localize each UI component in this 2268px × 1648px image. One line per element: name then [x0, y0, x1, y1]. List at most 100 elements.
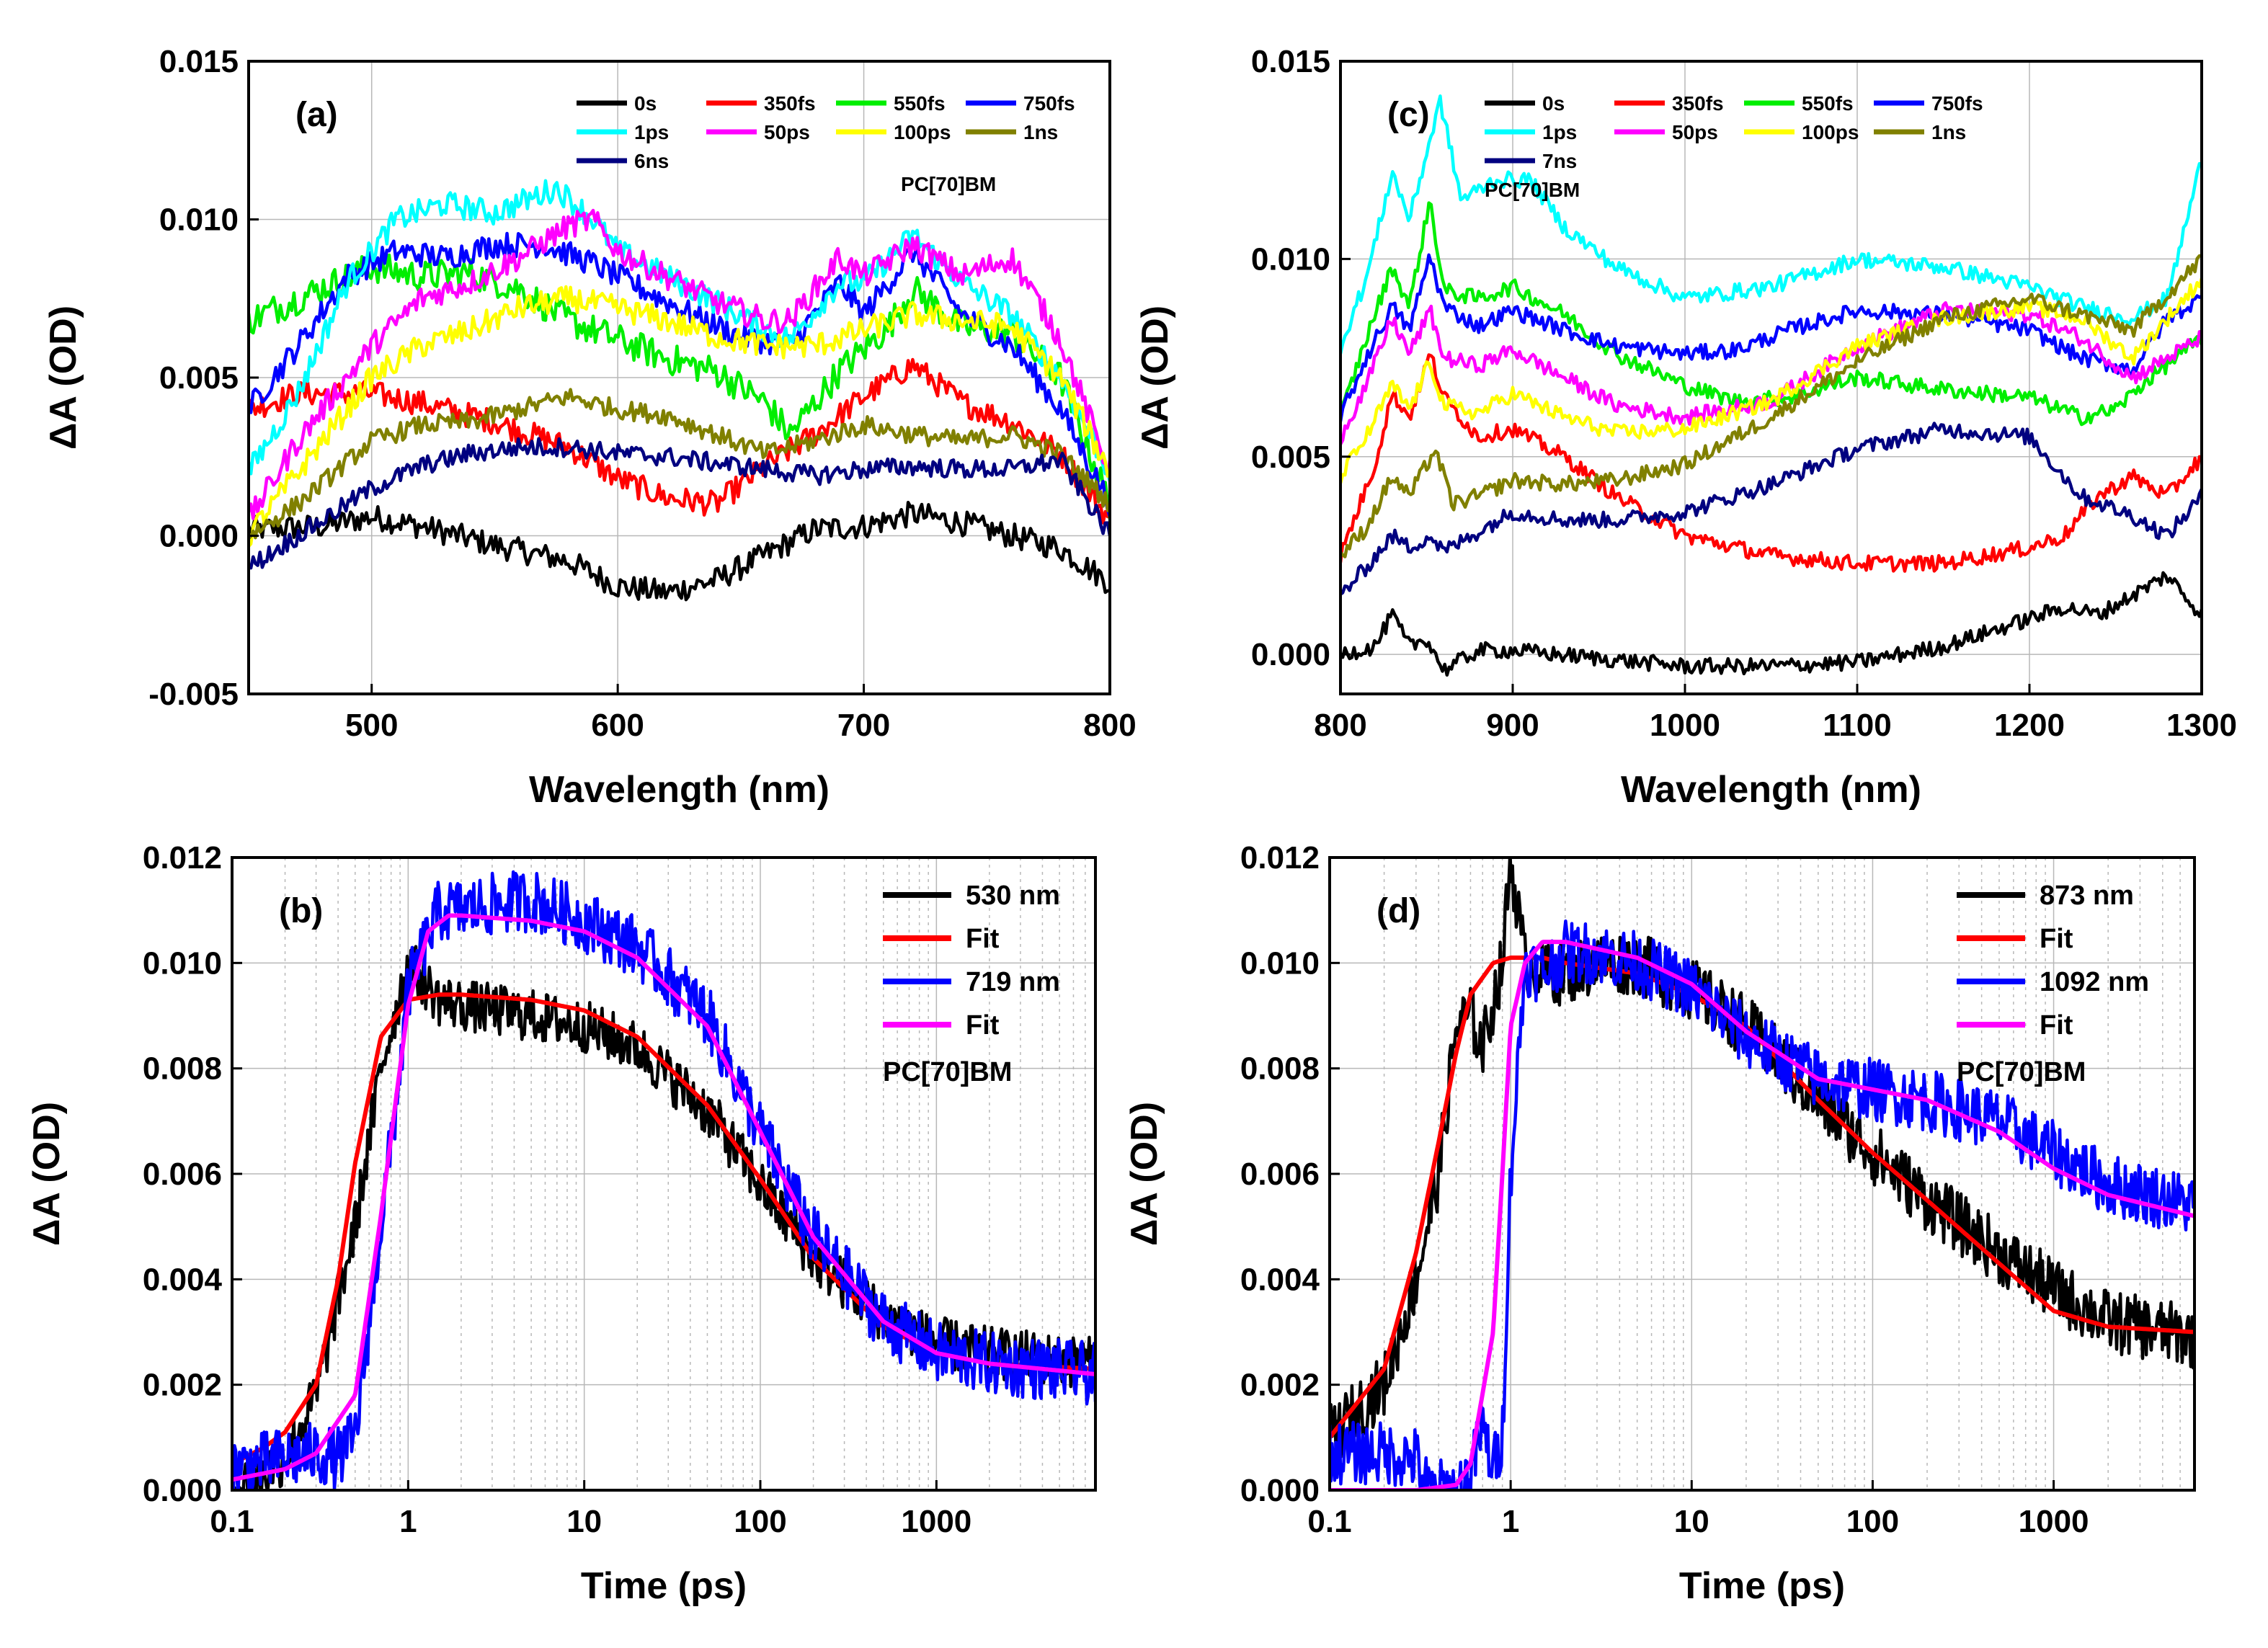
y-tick-label: 0.012 — [1240, 840, 1320, 876]
panel-label: (a) — [295, 96, 338, 134]
x-tick-label: 10 — [1674, 1504, 1709, 1539]
legend-label: 530 nm — [966, 881, 1060, 911]
legend-label: 6ns — [634, 150, 669, 172]
y-tick-label: 0.000 — [1240, 1473, 1320, 1508]
y-tick-label: 0.005 — [1251, 440, 1330, 475]
y-tick-label: 0.010 — [1251, 241, 1330, 277]
y-tick-label: 0.005 — [159, 360, 239, 396]
x-tick-label: 1 — [1502, 1504, 1519, 1539]
series-line-a-5 — [249, 208, 1110, 520]
x-axis-title: Time (ps) — [581, 1565, 747, 1607]
x-tick-label: 1300 — [2166, 708, 2237, 743]
panel-label: (b) — [279, 892, 323, 930]
legend-label: 100ps — [894, 121, 951, 143]
legend-label: 750fs — [1023, 92, 1075, 115]
x-tick-label: 1 — [399, 1504, 417, 1539]
x-tick-label: 1200 — [1994, 708, 2065, 743]
series-group — [1340, 94, 2202, 677]
legend-label: 550fs — [894, 92, 946, 115]
legend-label: 350fs — [764, 92, 816, 115]
x-tick-label: 1100 — [1823, 708, 1891, 743]
y-tick-label: 0.012 — [143, 840, 222, 876]
series-line-c-6 — [1340, 277, 2202, 484]
legend-label: Fit — [2040, 1010, 2073, 1041]
legend: 0s 350fs 550fs 750fs 1ps 50ps 100ps 1ns 7ns — [1485, 92, 1983, 172]
series-line-b-3 — [232, 913, 1095, 1482]
x-tick-label: 500 — [345, 708, 398, 743]
x-tick-label: 600 — [591, 708, 644, 743]
series-line-a-2 — [249, 253, 1110, 520]
panel-d-kinetics: 0.000 0.002 0.004 0.006 0.008 0.010 0.012 0.1 1 1… — [1124, 840, 2196, 1607]
series-line-a-8 — [249, 437, 1110, 570]
legend-label: 1ns — [1931, 121, 1966, 143]
series-line-c-0 — [1340, 571, 2202, 677]
y-tick-label: 0.000 — [143, 1473, 222, 1508]
legend: 0s 350fs 550fs 750fs 1ps 50ps 100ps 1ns 6ns — [577, 92, 1075, 172]
legend-label: 350fs — [1672, 92, 1724, 115]
x-tick-label: 800 — [1083, 708, 1136, 743]
y-tick-label: -0.005 — [148, 677, 239, 712]
plot-frame — [1339, 60, 2203, 695]
y-tick-label: 0.008 — [1240, 1051, 1320, 1087]
series-line-c-5 — [1340, 300, 2202, 445]
panel-b-kinetics: 0.000 0.002 0.004 0.006 0.008 0.010 0.012 0.1 1 1… — [26, 840, 1097, 1607]
y-tick-label: 0.004 — [143, 1262, 223, 1297]
y-tick-label: 0.000 — [1251, 637, 1330, 672]
legend-label: 50ps — [1672, 121, 1718, 143]
x-axis-title: Wavelength (nm) — [1621, 769, 1921, 811]
y-tick-label: 0.006 — [143, 1157, 222, 1192]
series-line-b-0 — [232, 945, 1095, 1490]
series-line-d-3 — [1330, 940, 2194, 1490]
series-line-c-3 — [1340, 253, 2202, 422]
legend-label: 1ns — [1023, 121, 1058, 143]
legend: 530 nm Fit 719 nm Fit — [883, 881, 1060, 1041]
panel-label: (c) — [1387, 96, 1430, 134]
legend-label: 750fs — [1931, 92, 1983, 115]
y-tick-label: 0.010 — [1240, 945, 1320, 981]
x-tick-label: 0.1 — [1307, 1504, 1351, 1539]
x-tick-label: 0.1 — [210, 1504, 254, 1539]
series-line-c-1 — [1340, 353, 2202, 573]
legend-label: 873 nm — [2040, 881, 2134, 911]
legend-label: Fit — [2040, 924, 2073, 954]
legend: 873 nm Fit 1092 nm Fit — [1957, 881, 2149, 1041]
y-tick-label: 0.015 — [1251, 44, 1330, 79]
x-tick-label: 10 — [566, 1504, 602, 1539]
x-tick-label: 100 — [734, 1504, 786, 1539]
legend-label: Fit — [966, 1010, 1000, 1041]
series-group — [1330, 858, 2194, 1490]
y-axis-title: ΔA (OD) — [43, 306, 84, 450]
legend-label: 7ns — [1542, 150, 1577, 172]
sample-annotation: PC[70]BM — [901, 173, 996, 195]
series-group — [232, 870, 1095, 1490]
x-tick-label: 1000 — [2019, 1504, 2089, 1539]
gridlines — [1340, 61, 2202, 694]
y-tick-label: 0.010 — [159, 202, 239, 238]
y-tick-label: 0.002 — [143, 1368, 222, 1403]
series-line-a-4 — [249, 179, 1110, 482]
y-axis-title: ΔA (OD) — [26, 1102, 68, 1246]
sample-annotation: PC[70]BM — [1485, 179, 1580, 201]
x-axis-title: Time (ps) — [1679, 1565, 1845, 1607]
panel-label: (d) — [1377, 892, 1420, 930]
x-tick-label: 700 — [837, 708, 890, 743]
panel-a-spectra: -0.005 0.000 0.005 0.010 0.015 500 600 700 800 Wa… — [43, 44, 1137, 811]
series-line-c-7 — [1340, 254, 2202, 558]
panel-c-spectra: 0.000 0.005 0.010 0.015 800 900 1000 1100 1200 13… — [1134, 44, 2237, 811]
x-tick-label: 900 — [1486, 708, 1539, 743]
y-axis-title: ΔA (OD) — [1124, 1102, 1165, 1246]
legend-label: 1092 nm — [2040, 967, 2149, 997]
y-tick-label: 0.008 — [143, 1051, 222, 1087]
x-tick-label: 800 — [1314, 708, 1366, 743]
series-line-c-8 — [1340, 422, 2202, 596]
legend-label: 0s — [1542, 92, 1565, 115]
legend-label: 550fs — [1802, 92, 1854, 115]
y-tick-label: 0.004 — [1240, 1262, 1320, 1297]
series-line-a-1 — [249, 357, 1110, 525]
sample-annotation: PC[70]BM — [1957, 1057, 2086, 1087]
series-group — [249, 179, 1110, 602]
x-tick-label: 100 — [1846, 1504, 1899, 1539]
legend-label: 0s — [634, 92, 657, 115]
x-tick-label: 1000 — [901, 1504, 971, 1539]
